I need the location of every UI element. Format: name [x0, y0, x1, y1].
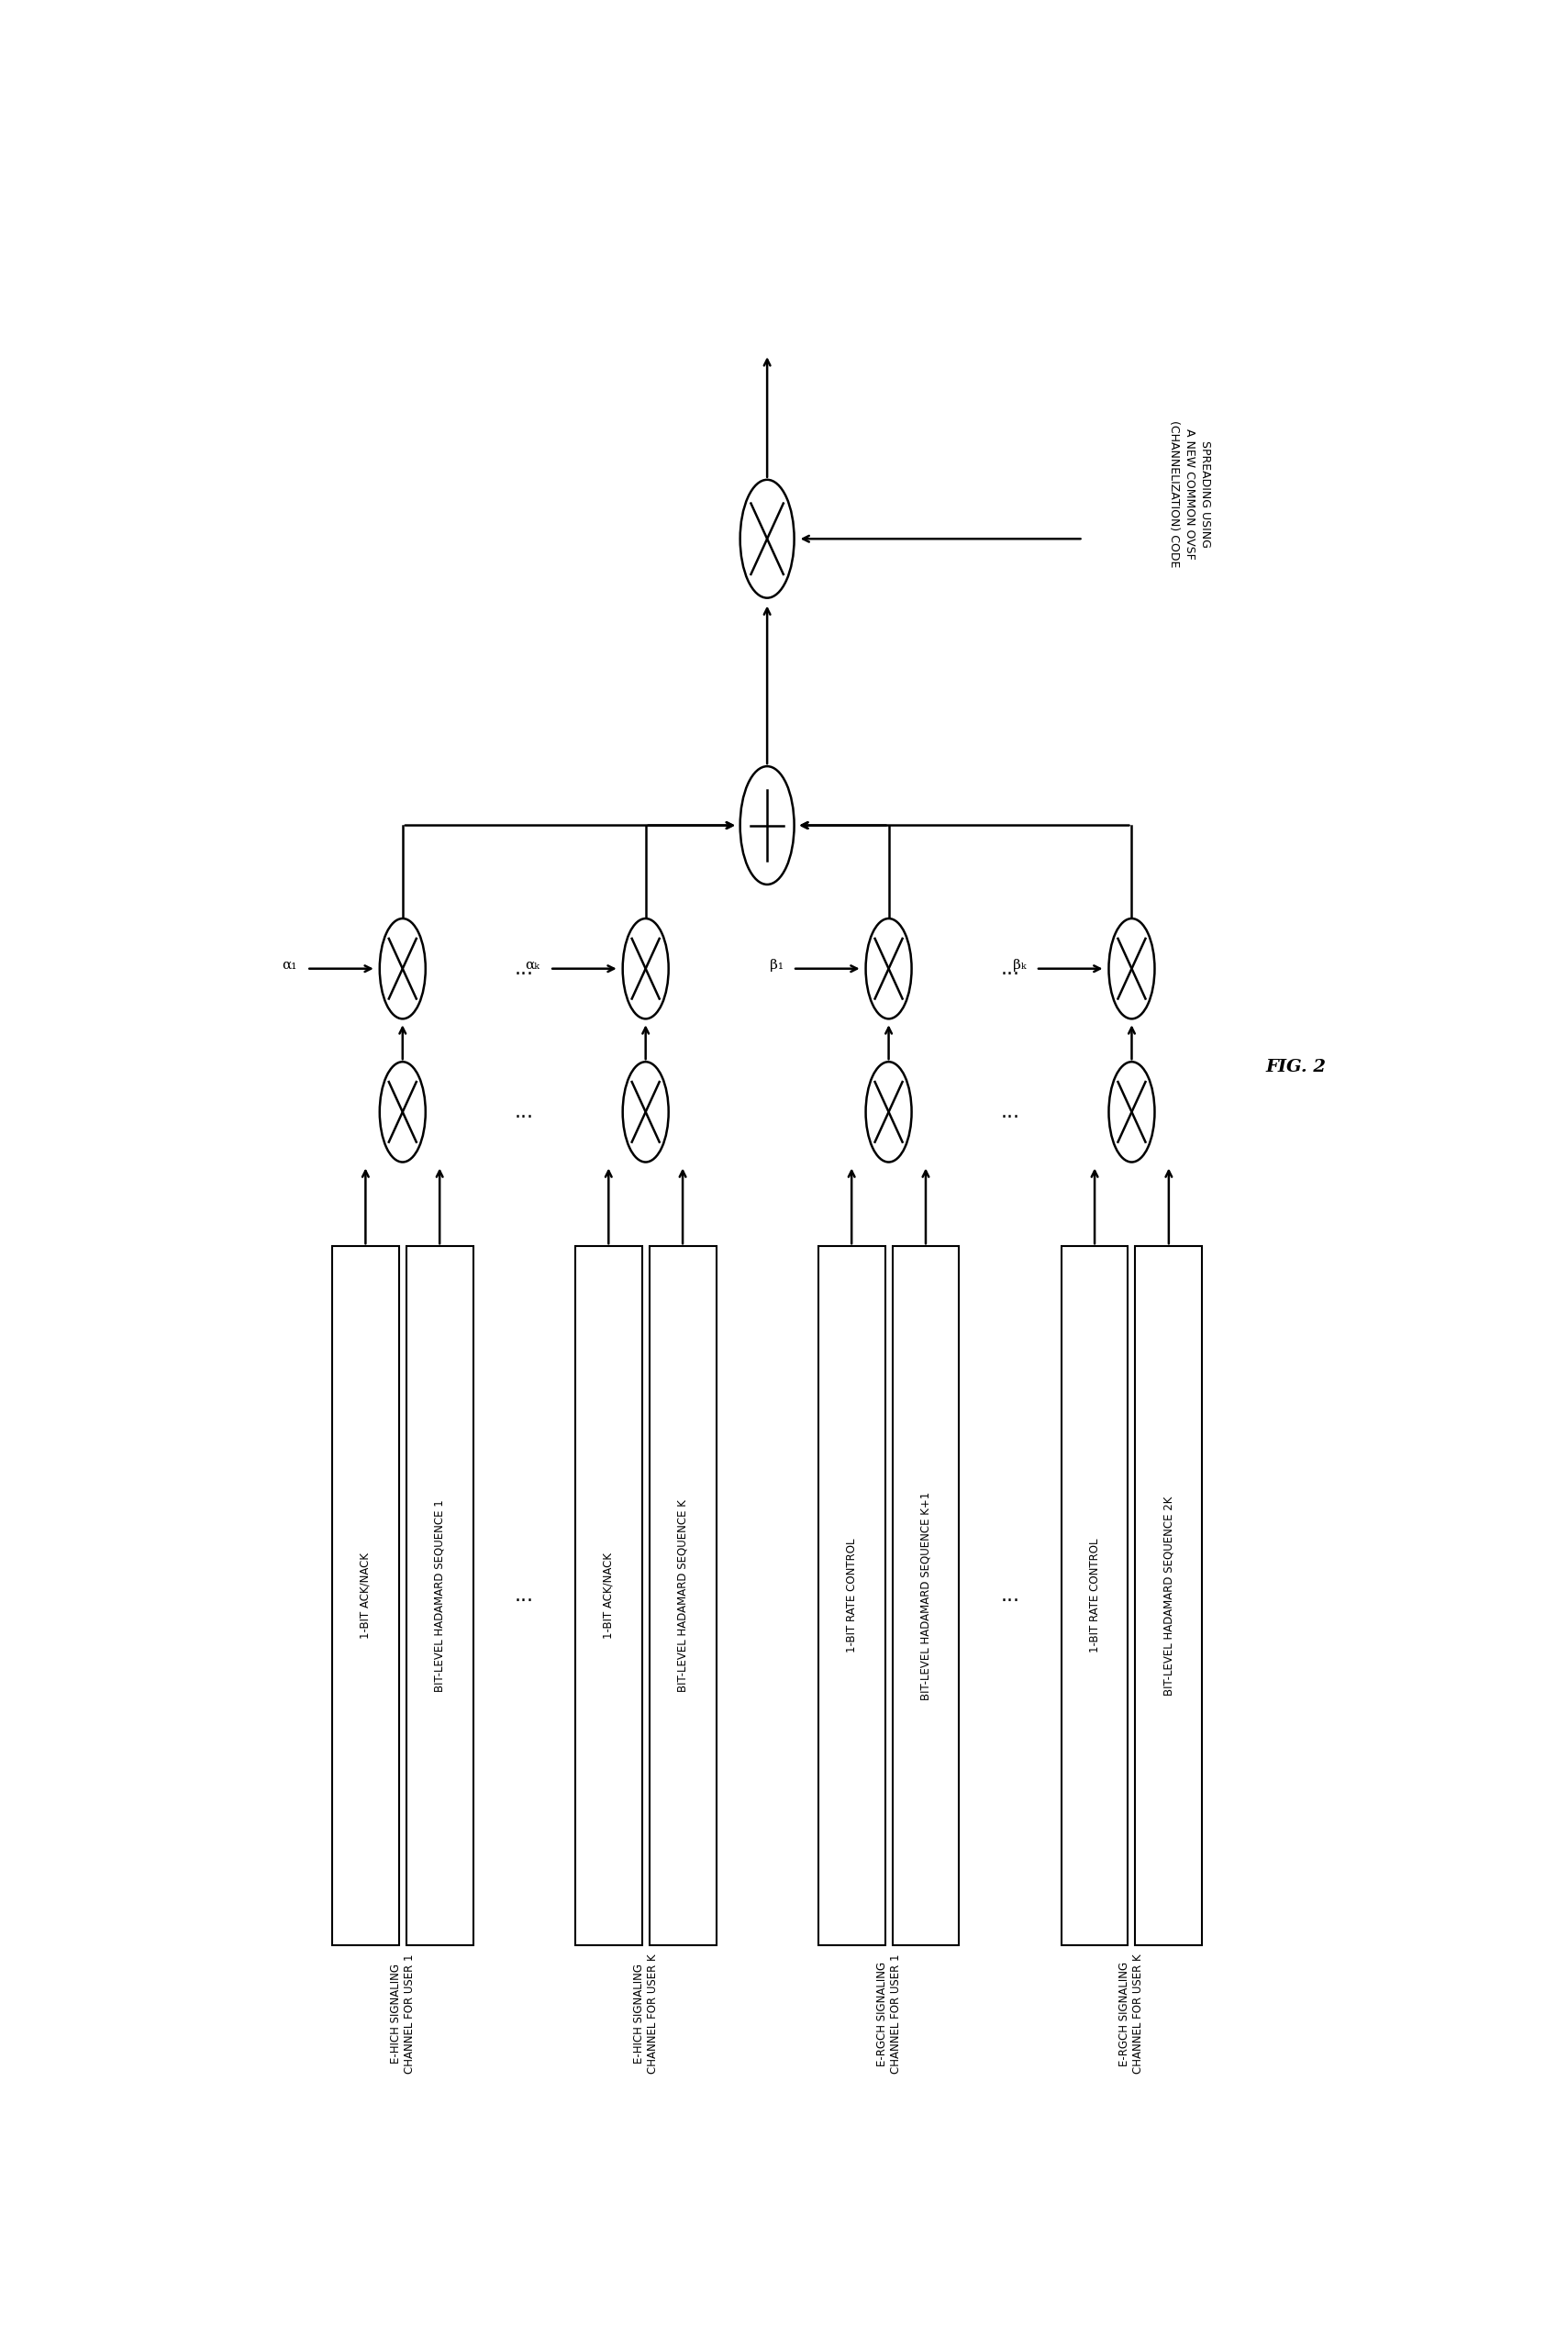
Bar [1062, 1247, 1127, 1945]
Text: E-HICH SIGNALING
CHANNEL FOR USER 1: E-HICH SIGNALING CHANNEL FOR USER 1 [390, 1954, 416, 2072]
Text: E-HICH SIGNALING
CHANNEL FOR USER K: E-HICH SIGNALING CHANNEL FOR USER K [633, 1954, 659, 2072]
Ellipse shape [1109, 919, 1154, 1019]
Text: ...: ... [514, 1586, 533, 1605]
Text: 1-BIT RATE CONTROL: 1-BIT RATE CONTROL [1088, 1537, 1101, 1654]
Text: BIT-LEVEL HADAMARD SEQUENCE 1: BIT-LEVEL HADAMARD SEQUENCE 1 [434, 1500, 445, 1691]
Ellipse shape [866, 1061, 911, 1163]
Ellipse shape [622, 919, 668, 1019]
Ellipse shape [740, 479, 793, 598]
Text: αₖ: αₖ [525, 958, 539, 972]
Text: BIT-LEVEL HADAMARD SEQUENCE K: BIT-LEVEL HADAMARD SEQUENCE K [677, 1500, 688, 1691]
Bar [818, 1247, 884, 1945]
Text: βₖ: βₖ [1013, 958, 1025, 972]
Text: BIT-LEVEL HADAMARD SEQUENCE 2K: BIT-LEVEL HADAMARD SEQUENCE 2K [1163, 1496, 1174, 1696]
Bar [332, 1247, 398, 1945]
Bar [575, 1247, 641, 1945]
Text: 1-BIT ACK/NACK: 1-BIT ACK/NACK [602, 1551, 615, 1638]
Ellipse shape [379, 1061, 425, 1163]
Ellipse shape [622, 1061, 668, 1163]
Text: 1-BIT RATE CONTROL: 1-BIT RATE CONTROL [845, 1537, 858, 1654]
Text: ...: ... [1000, 1103, 1019, 1121]
Text: β₁: β₁ [770, 958, 782, 972]
Ellipse shape [1109, 1061, 1154, 1163]
Ellipse shape [740, 765, 793, 884]
Text: ...: ... [1000, 961, 1019, 977]
Ellipse shape [379, 919, 425, 1019]
Bar [892, 1247, 960, 1945]
Text: ...: ... [1000, 1586, 1019, 1605]
Text: α₁: α₁ [282, 958, 296, 972]
Text: E-RGCH SIGNALING
CHANNEL FOR USER K: E-RGCH SIGNALING CHANNEL FOR USER K [1120, 1954, 1145, 2072]
Text: ...: ... [514, 961, 533, 977]
Bar [406, 1247, 474, 1945]
Bar [1135, 1247, 1203, 1945]
Text: 1-BIT ACK/NACK: 1-BIT ACK/NACK [359, 1551, 372, 1638]
Bar [649, 1247, 717, 1945]
Text: ...: ... [514, 1103, 533, 1121]
Text: FIG. 2: FIG. 2 [1265, 1058, 1327, 1075]
Text: SPREADING USING
A NEW COMMON OVSF
(CHANNELIZATION) CODE: SPREADING USING A NEW COMMON OVSF (CHANN… [1168, 421, 1212, 568]
Text: BIT-LEVEL HADAMARD SEQUENCE K+1: BIT-LEVEL HADAMARD SEQUENCE K+1 [920, 1491, 931, 1700]
Ellipse shape [866, 919, 911, 1019]
Text: E-RGCH SIGNALING
CHANNEL FOR USER 1: E-RGCH SIGNALING CHANNEL FOR USER 1 [877, 1954, 902, 2072]
